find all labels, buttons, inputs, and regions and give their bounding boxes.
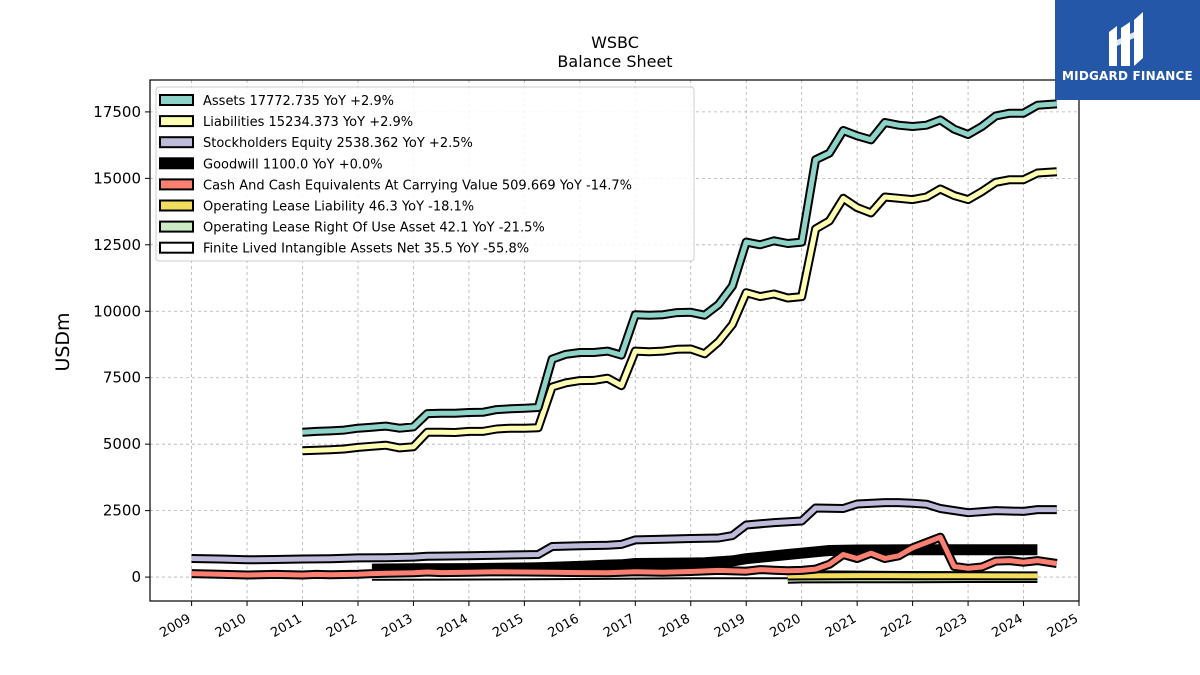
brand-name: MIDGARD FINANCE xyxy=(1062,69,1193,83)
legend-label: Operating Lease Right Of Use Asset 42.1 … xyxy=(203,221,545,236)
y-tick-label: 10000 xyxy=(93,302,141,320)
legend-swatch xyxy=(159,199,194,212)
legend-item: Assets 17772.735 YoY +2.9% xyxy=(159,94,394,109)
x-tick-label: 2016 xyxy=(546,611,582,641)
legend-item: Operating Lease Right Of Use Asset 42.1 … xyxy=(159,220,545,236)
plot-frame xyxy=(149,79,1080,602)
legend-box xyxy=(155,86,695,262)
brand-logo: MIDGARD FINANCE xyxy=(1055,0,1200,100)
y-tick-label: 5000 xyxy=(103,435,141,453)
y-tick-label: 2500 xyxy=(103,502,141,520)
legend-item: Operating Lease Liability 46.3 YoY -18.1… xyxy=(159,199,474,215)
y-tick-label: 12500 xyxy=(93,236,141,254)
legend-label: Assets 17772.735 YoY +2.9% xyxy=(203,94,394,109)
y-tick-label: 15000 xyxy=(93,169,141,187)
x-tick-label: 2017 xyxy=(601,611,637,641)
chart-subtitle: Balance Sheet xyxy=(557,52,672,71)
legend-swatch xyxy=(159,220,194,233)
legend-label: Cash And Cash Equivalents At Carrying Va… xyxy=(203,178,632,193)
legend-item: Goodwill 1100.0 YoY +0.0% xyxy=(159,157,383,172)
x-tick-label: 2010 xyxy=(213,611,249,641)
legend-label: Stockholders Equity 2538.362 YoY +2.5% xyxy=(203,136,473,151)
midgard-logo-icon xyxy=(1109,12,1143,66)
legend-swatch xyxy=(159,178,194,191)
series-path xyxy=(302,169,1057,454)
x-tick-label: 2022 xyxy=(878,611,914,641)
legend: Assets 17772.735 YoY +2.9% Liabilities 15… xyxy=(155,86,695,262)
x-tick-label: 2013 xyxy=(379,611,415,641)
chart-title: WSBC xyxy=(591,33,639,52)
x-tick-label: 2021 xyxy=(823,611,859,641)
series-path xyxy=(302,101,1057,435)
y-tick-label: 7500 xyxy=(103,369,141,387)
legend-swatch xyxy=(159,115,194,128)
legend-swatch xyxy=(159,157,194,170)
series-line-stockholders-equity xyxy=(191,498,1057,565)
legend-swatch xyxy=(159,241,194,254)
x-tick-label: 2025 xyxy=(1045,611,1081,641)
x-tick-label: 2014 xyxy=(435,611,471,641)
x-tick-label: 2015 xyxy=(490,611,526,641)
series-line-liabilities xyxy=(302,167,1058,456)
legend-item: Stockholders Equity 2538.362 YoY +2.5% xyxy=(159,136,473,151)
y-tick-label: 0 xyxy=(131,568,141,586)
y-tick-label: 17500 xyxy=(93,103,141,121)
legend-swatch xyxy=(159,94,194,106)
legend-label: Operating Lease Liability 46.3 YoY -18.1… xyxy=(203,200,474,215)
legend-label: Finite Lived Intangible Assets Net 35.5 … xyxy=(203,242,529,257)
x-tick-label: 2019 xyxy=(712,611,748,641)
x-tick-label: 2023 xyxy=(934,611,970,641)
x-tick-label: 2012 xyxy=(324,611,360,641)
legend-swatch xyxy=(159,136,194,149)
y-axis-label: USDm xyxy=(52,312,74,371)
legend-item: Finite Lived Intangible Assets Net 35.5 … xyxy=(159,241,529,257)
x-tick-label: 2009 xyxy=(157,611,193,641)
x-tick-label: 2020 xyxy=(768,611,804,641)
x-tick-label: 2024 xyxy=(989,611,1025,641)
x-tick-label: 2018 xyxy=(657,611,693,641)
series-lines xyxy=(191,99,1058,584)
series-line-assets xyxy=(302,99,1058,437)
series-line-cash-and-cash-equivalents-at-carrying-value xyxy=(191,532,1058,580)
legend-item: Liabilities 15234.373 YoY +2.9% xyxy=(159,115,413,130)
series-path xyxy=(191,534,1058,578)
legend-label: Goodwill 1100.0 YoY +0.0% xyxy=(203,157,383,172)
legend-label: Liabilities 15234.373 YoY +2.9% xyxy=(203,115,413,130)
legend-item: Cash And Cash Equivalents At Carrying Va… xyxy=(159,178,632,193)
series-path xyxy=(191,500,1057,563)
x-tick-label: 2011 xyxy=(268,611,304,641)
